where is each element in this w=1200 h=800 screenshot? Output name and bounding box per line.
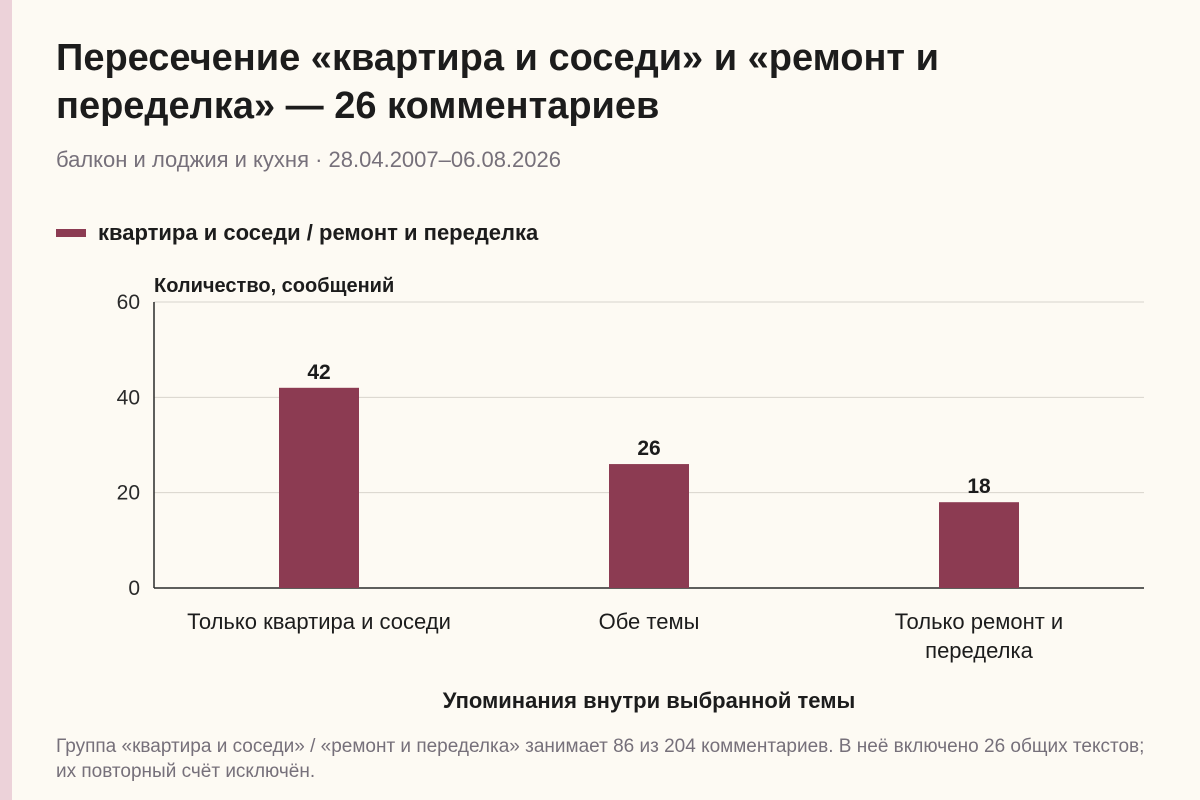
y-axis-title: Количество, сообщений [154,275,394,297]
y-tick-label: 20 [117,482,140,505]
y-tick-label: 60 [117,291,140,314]
bar [279,387,359,588]
x-axis-title: Упоминания внутри выбранной темы [443,688,856,713]
x-tick-label: переделка [925,638,1033,663]
side-accent-bar [0,0,12,800]
bar [939,502,1019,588]
legend: квартира и соседи / ремонт и переделка [56,218,538,248]
x-tick-label: Только ремонт и [895,609,1063,634]
bar-value-label: 42 [307,361,330,384]
legend-swatch [56,229,86,237]
y-tick-label: 40 [117,386,140,409]
footnote: Группа «квартира и соседи» / «ремонт и п… [56,736,1145,782]
bar-value-label: 18 [967,475,991,498]
bar-value-label: 26 [637,437,660,460]
y-tick-label: 0 [128,577,140,600]
x-tick-label: Обе темы [599,609,700,634]
chart-title: Пересечение «квартира и соседи» и «ремон… [56,37,939,127]
bar [609,464,689,588]
x-tick-label: Только квартира и соседи [187,609,451,634]
chart-subtitle: балкон и лоджия и кухня · 28.04.2007–06.… [56,147,561,172]
legend-label: квартира и соседи / ремонт и переделка [98,220,539,245]
